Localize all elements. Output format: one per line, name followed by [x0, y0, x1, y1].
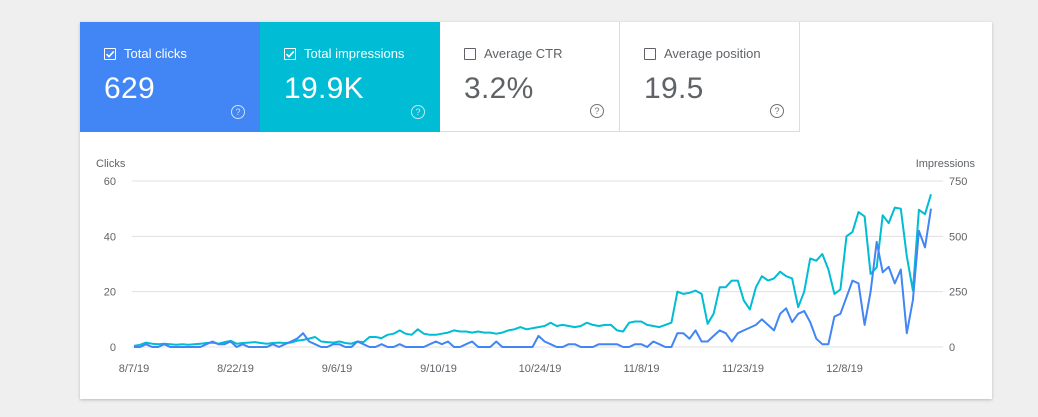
x-tick-label: 10/24/19 [519, 363, 562, 375]
x-tick-label: 9/10/19 [420, 363, 457, 375]
metric-label: Total impressions [304, 46, 405, 61]
performance-chart: 0 0 20 250 40 500 60 750 8/7/19 8/22/19 9/6/19 9/10… [96, 158, 976, 375]
x-tick-label: 9/6/19 [322, 363, 353, 375]
checkbox-unchecked-icon[interactable] [644, 48, 656, 60]
right-tick-label: 0 [949, 342, 955, 354]
left-tick-label: 60 [104, 176, 116, 188]
metric-tiles: Total clicks 629 ? Total impressions 19.… [80, 22, 800, 132]
metric-label: Average position [664, 46, 761, 61]
right-tick-label: 750 [949, 176, 967, 188]
right-tick-label: 250 [949, 287, 967, 299]
metric-tile-total-impressions[interactable]: Total impressions 19.9K ? [260, 22, 440, 132]
checkbox-checked-icon[interactable] [284, 48, 296, 60]
x-tick-label: 11/8/19 [624, 363, 660, 375]
left-tick-label: 0 [110, 342, 116, 354]
metric-tile-average-position[interactable]: Average position 19.5 ? [620, 22, 800, 132]
x-tick-label: 8/7/19 [119, 363, 150, 375]
metric-tile-average-ctr[interactable]: Average CTR 3.2% ? [440, 22, 620, 132]
metric-value: 19.5 [644, 72, 704, 105]
metric-value: 3.2% [464, 72, 534, 105]
checkbox-checked-icon[interactable] [104, 48, 116, 60]
right-tick-label: 500 [949, 231, 967, 243]
help-icon[interactable]: ? [770, 104, 784, 118]
help-icon[interactable]: ? [590, 104, 604, 118]
help-icon[interactable]: ? [411, 105, 425, 119]
metric-label: Average CTR [484, 46, 563, 61]
metric-value: 629 [104, 72, 155, 105]
help-icon[interactable]: ? [231, 105, 245, 119]
performance-card: Total clicks 629 ? Total impressions 19.… [80, 22, 992, 399]
x-tick-label: 8/22/19 [217, 363, 254, 375]
series-line-clicks [134, 208, 932, 348]
metric-label: Total clicks [124, 46, 187, 61]
left-axis-label: Clicks [96, 158, 126, 170]
checkbox-unchecked-icon[interactable] [464, 48, 476, 60]
metric-tile-total-clicks[interactable]: Total clicks 629 ? [80, 22, 260, 132]
left-tick-label: 40 [104, 231, 116, 243]
series-line-impressions [133, 194, 932, 347]
x-tick-label: 12/8/19 [826, 363, 863, 375]
x-tick-label: 11/23/19 [722, 363, 764, 375]
left-tick-label: 20 [104, 287, 116, 299]
metric-value: 19.9K [284, 72, 364, 105]
right-axis-label: Impressions [916, 158, 976, 170]
